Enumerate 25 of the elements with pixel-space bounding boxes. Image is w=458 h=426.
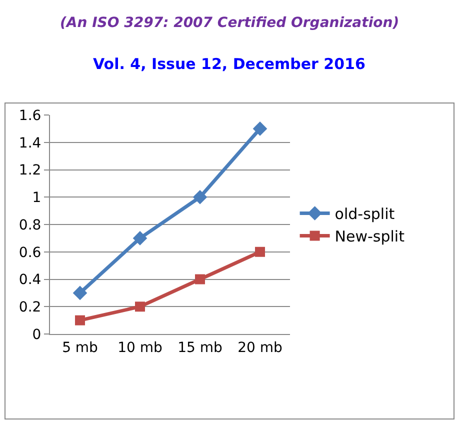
point: [255, 246, 265, 257]
y-tick-label: 1.6: [18, 108, 42, 124]
point: [192, 190, 208, 204]
y-tick-label: 1: [32, 190, 42, 206]
point: [72, 286, 88, 300]
point: [135, 302, 145, 312]
x-tick-label: 5 mb: [62, 340, 98, 356]
y-tick-label: 0: [32, 326, 42, 343]
y-tick-label: 0.2: [18, 300, 42, 316]
y-tick-label: 0.4: [18, 272, 42, 288]
point: [132, 231, 148, 246]
chart-title: Vol. 4, Issue 12, December 2016: [93, 55, 366, 73]
y-tick-label: 0.8: [18, 217, 42, 234]
y-tick-label: 1.4: [18, 135, 42, 152]
x-tick-label: 15 mb: [178, 340, 223, 356]
x-tick-label: 10 mb: [118, 340, 163, 356]
point: [252, 122, 268, 136]
y-tick-label: 1.2: [18, 162, 42, 179]
point: [195, 274, 205, 284]
x-tick-label: 20 mb: [238, 340, 283, 356]
point: [75, 315, 85, 326]
legend-label: New-split: [334, 228, 405, 246]
chart-subtitle: (An ISO 3297: 2007 Certified Organization): [60, 15, 400, 31]
y-tick-label: 0.6: [18, 244, 42, 261]
legend-label: old-split: [334, 205, 395, 224]
